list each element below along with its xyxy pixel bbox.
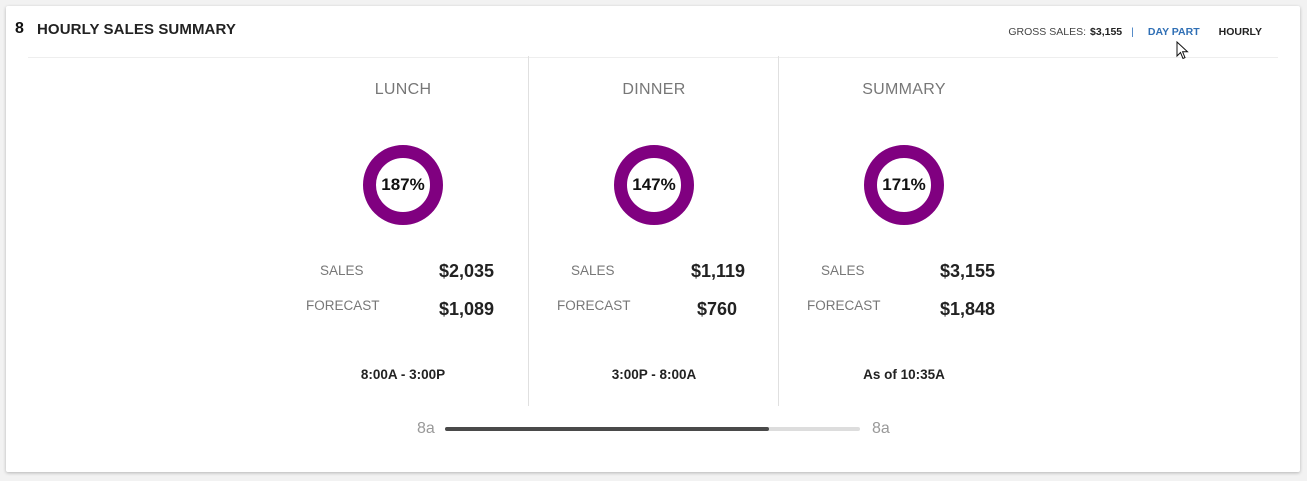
sales-label: SALES	[821, 263, 865, 278]
time-range-label: 8:00A - 3:00P	[360, 367, 446, 382]
slider-end-label: 8a	[872, 420, 890, 437]
column-title: SUMMARY	[862, 81, 946, 98]
forecast-label: FORECAST	[807, 298, 881, 313]
tab-day-part[interactable]: DAY PART	[1147, 26, 1200, 38]
card-number: 8	[15, 20, 24, 37]
forecast-value: $1,848	[939, 299, 995, 319]
donut-percent-label: 187%	[381, 175, 425, 194]
daypart-column-lunch: LUNCH 187% SALES $2,035 FORECAST $1,089 …	[278, 56, 528, 406]
slider-progress-fill	[445, 427, 769, 431]
card-header: 8 HOURLY SALES SUMMARY GROSS SALES: $3,1…	[6, 6, 1300, 56]
time-range-label: 3:00P - 8:00A	[611, 367, 697, 382]
donut-percent-label: 147%	[632, 175, 676, 194]
header-divider	[28, 57, 1278, 58]
donut-percent-label: 171%	[882, 175, 926, 194]
percent-donut: 187%	[363, 145, 443, 225]
donut-ring	[614, 145, 694, 225]
daypart-column-dinner: DINNER 147% SALES $1,119 FORECAST $760 3…	[528, 56, 779, 406]
donut-ring	[363, 145, 443, 225]
forecast-label: FORECAST	[557, 298, 631, 313]
sales-value: $3,155	[939, 261, 995, 281]
mouse-cursor-icon	[1176, 41, 1189, 60]
slider-start-label: 8a	[417, 420, 435, 437]
forecast-label: FORECAST	[306, 298, 380, 313]
timeline-slider[interactable]	[445, 427, 860, 431]
time-range-label: As of 10:35A	[863, 367, 945, 382]
column-title: LUNCH	[374, 81, 432, 98]
daypart-column-summary: SUMMARY 171% SALES $3,155 FORECAST $1,84…	[778, 56, 1029, 406]
gross-sales-label: GROSS SALES:	[1008, 26, 1087, 38]
header-separator: |	[1131, 26, 1134, 38]
header-controls: GROSS SALES: $3,155 | DAY PART HOURLY	[1008, 26, 1262, 38]
sales-label: SALES	[571, 263, 615, 278]
hourly-sales-summary-card: 8 HOURLY SALES SUMMARY GROSS SALES: $3,1…	[6, 6, 1300, 472]
percent-donut: 171%	[864, 145, 944, 225]
sales-label: SALES	[320, 263, 364, 278]
forecast-value: $1,089	[438, 299, 494, 319]
forecast-value: $760	[696, 299, 737, 319]
column-title: DINNER	[622, 81, 686, 98]
percent-donut: 147%	[614, 145, 694, 225]
tab-hourly[interactable]: HOURLY	[1218, 26, 1262, 38]
gross-sales-value: $3,155	[1090, 26, 1123, 38]
sales-value: $1,119	[690, 261, 745, 281]
card-title: HOURLY SALES SUMMARY	[37, 21, 236, 38]
sales-value: $2,035	[438, 261, 494, 281]
donut-ring	[864, 145, 944, 225]
